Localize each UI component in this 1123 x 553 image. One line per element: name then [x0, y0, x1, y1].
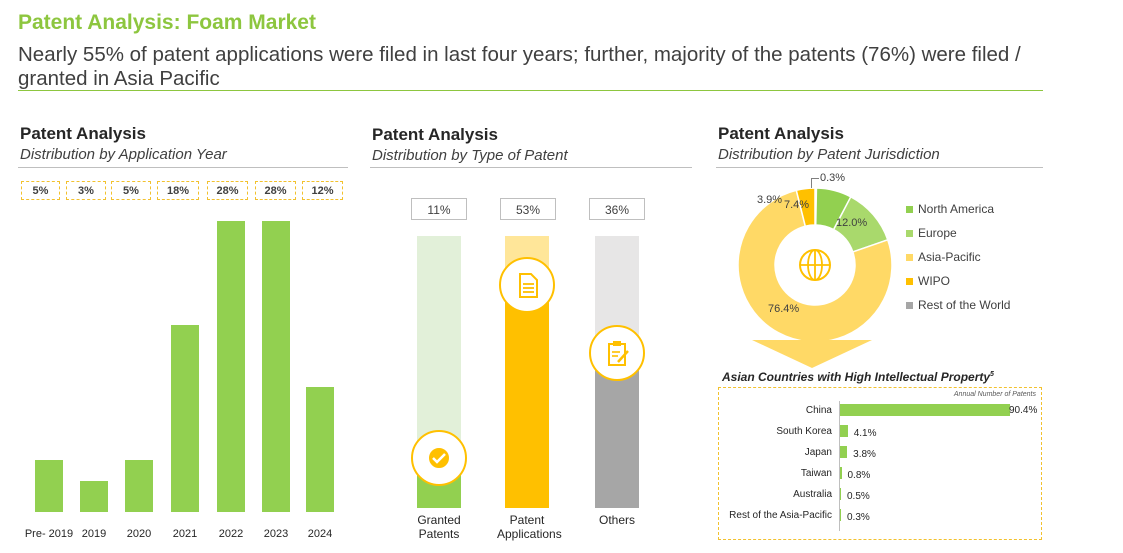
legend-swatch — [906, 254, 913, 262]
header-divider — [18, 90, 1043, 91]
page-subtitle: Nearly 55% of patent applications were f… — [18, 43, 1021, 90]
down-arrow-icon — [752, 340, 872, 368]
legend-label: Asia-Pacific — [918, 250, 981, 264]
legend-label: Europe — [918, 226, 957, 240]
asian-country-label: Japan — [804, 447, 832, 458]
page-title: Patent Analysis: Foam Market — [18, 11, 316, 34]
legend-item: Asia-Pacific — [906, 250, 981, 264]
year-tick-label: Pre- 2019 — [24, 528, 74, 540]
year-tick-label: 2019 — [81, 528, 107, 540]
legend-label: Rest of the World — [918, 298, 1011, 312]
asian-value-label: 90.4% — [1009, 405, 1038, 416]
legend-item: Rest of the World — [906, 298, 1010, 312]
asian-value-label: 0.5% — [847, 491, 870, 502]
year-bar — [35, 460, 63, 512]
year-tick-label: 2024 — [307, 528, 333, 540]
legend-item: WIPO — [906, 274, 950, 288]
year-tick-label: 2023 — [263, 528, 289, 540]
legend-swatch — [906, 206, 913, 214]
type-pct-label: 36% — [589, 198, 645, 220]
year-bar — [217, 221, 245, 512]
panel2-divider — [370, 167, 692, 168]
type-category-label: Granted Patents — [417, 513, 461, 541]
panel3-heading: Patent Analysis — [718, 124, 844, 143]
panel1-subheading: Distribution by Application Year — [20, 146, 227, 163]
year-bar — [125, 460, 153, 512]
asian-country-label: Taiwan — [800, 468, 832, 479]
panel1-divider — [18, 167, 348, 168]
year-bar — [171, 324, 199, 512]
asian-box — [718, 387, 1042, 540]
pie-legend: North America Europe Asia-Pacific WIPO Rest … — [906, 202, 1106, 322]
type-bar — [505, 301, 549, 508]
legend-label: WIPO — [918, 274, 950, 288]
document-icon — [499, 257, 555, 313]
asian-bar — [840, 425, 848, 437]
asian-axis-line — [839, 401, 840, 531]
asian-bar — [840, 509, 841, 521]
asian-value-label: 0.3% — [847, 512, 870, 523]
asian-country-label: China — [805, 405, 832, 416]
pie-slice-asia-pacific — [737, 189, 893, 343]
asian-bar — [840, 467, 842, 479]
year-pct-label: 28% — [207, 181, 248, 200]
asian-country-label: South Korea — [776, 426, 832, 437]
type-pct-label: 11% — [411, 198, 467, 220]
panel2-subheading: Distribution by Type of Patent — [372, 147, 568, 164]
type-pct-label: 53% — [500, 198, 556, 220]
clipboard-edit-icon — [589, 325, 645, 381]
globe-icon — [777, 227, 853, 303]
year-tick-label: 2020 — [126, 528, 152, 540]
asian-country-label: Australia — [793, 489, 832, 500]
asian-bar — [840, 488, 841, 500]
year-bar — [80, 480, 108, 512]
year-tick-label: 2022 — [218, 528, 244, 540]
legend-swatch — [906, 278, 913, 286]
asian-bar — [840, 446, 848, 458]
year-pct-label: 12% — [302, 181, 343, 200]
year-bar — [262, 221, 290, 512]
year-chart: 5% Pre- 2019 3% 2019 5% 2020 18% 2021 28% 2022 28%… — [0, 0, 360, 553]
type-category-label: Others — [598, 513, 635, 527]
panel3-subheading: Distribution by Patent Jurisdiction — [718, 146, 940, 163]
type-bar — [595, 367, 639, 508]
year-tick-label: 2021 — [172, 528, 198, 540]
year-pct-label: 18% — [157, 181, 199, 200]
asian-bar — [840, 404, 1010, 416]
pie-slice-wipo — [795, 187, 816, 228]
panel3-divider — [716, 167, 1043, 168]
year-bar — [306, 387, 334, 512]
panel1-heading: Patent Analysis — [20, 124, 146, 143]
year-pct-label: 28% — [255, 181, 296, 200]
year-pct-label: 3% — [66, 181, 106, 200]
legend-swatch — [906, 230, 913, 238]
legend-item: North America — [906, 202, 994, 216]
year-pct-label: 5% — [21, 181, 60, 200]
year-pct-label: 5% — [111, 181, 151, 200]
asian-value-label: 3.8% — [853, 449, 876, 460]
legend-item: Europe — [906, 226, 957, 240]
badge-check-icon — [411, 430, 467, 486]
asian-value-label: 0.8% — [847, 470, 871, 481]
type-chart: 11% Granted Patents 53% Patent Applications… — [411, 198, 645, 541]
asian-country-label: Rest of the Asia-Pacific — [729, 510, 832, 521]
asian-axis-note: Annual Number of Patents — [953, 391, 1036, 398]
legend-label: North America — [918, 202, 995, 216]
legend-swatch — [906, 302, 913, 310]
asian-title: Asian Countries with High Intellectual P… — [722, 370, 994, 384]
jurisdiction-pie — [737, 187, 893, 343]
type-category-label: Patent Applications — [497, 513, 562, 541]
asian-value-label: 4.1% — [853, 428, 877, 439]
panel2-heading: Patent Analysis — [372, 125, 498, 144]
